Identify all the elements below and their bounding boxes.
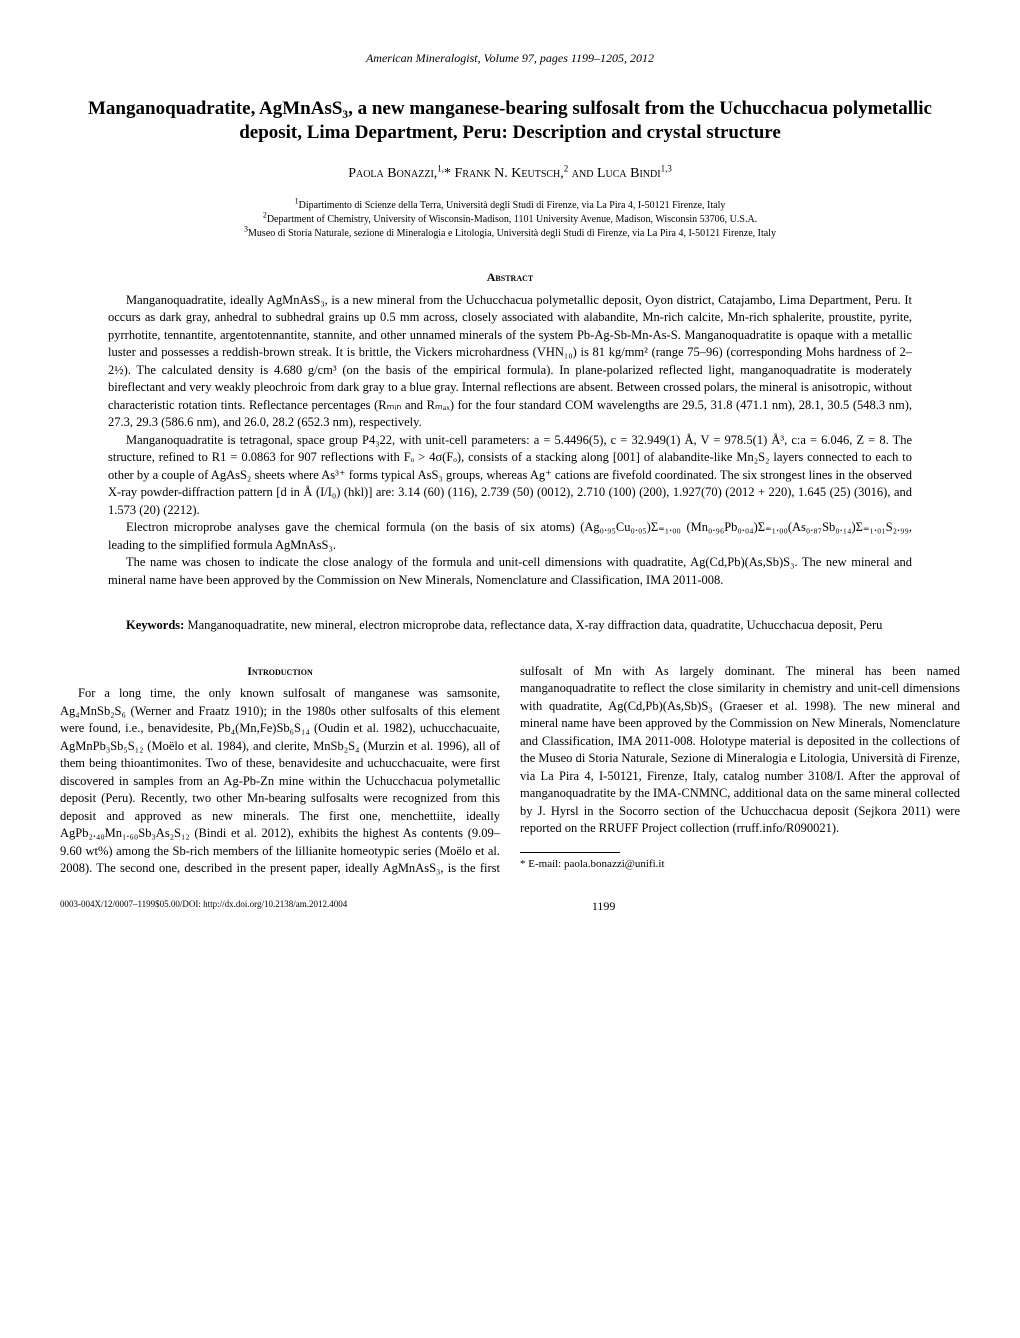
abstract-p3: Electron microprobe analyses gave the ch… [108, 519, 912, 554]
page-number: 1199 [592, 898, 616, 915]
introduction-heading: Introduction [60, 663, 500, 680]
abstract-heading: Abstract [60, 269, 960, 286]
affiliation-3: 3Museo di Storia Naturale, sezione di Mi… [60, 227, 960, 241]
affiliations: 1Dipartimento di Scienze della Terra, Un… [60, 199, 960, 241]
abstract-p4: The name was chosen to indicate the clos… [108, 554, 912, 589]
corresponding-footnote: * E-mail: paola.bonazzi@unifi.it [520, 857, 960, 872]
affiliation-1: 1Dipartimento di Scienze della Terra, Un… [60, 199, 960, 213]
introduction-text: For a long time, the only known sulfosal… [60, 663, 960, 878]
page-footer: 0003-004X/12/0007–1199$05.00/DOI: http:/… [60, 898, 960, 915]
footer-doi: 0003-004X/12/0007–1199$05.00/DOI: http:/… [60, 898, 347, 915]
abstract-p1: Manganoquadratite, ideally AgMnAsS₃, is … [108, 292, 912, 432]
journal-header: American Mineralogist, Volume 97, pages … [60, 50, 960, 67]
keywords: Keywords: Manganoquadratite, new mineral… [108, 617, 912, 635]
authors: Paola Bonazzi,1,* Frank N. Keutsch,2 and… [60, 164, 960, 184]
abstract-p2: Manganoquadratite is tetragonal, space g… [108, 432, 912, 520]
body-columns: Introduction For a long time, the only k… [60, 663, 960, 878]
keywords-text: Manganoquadratite, new mineral, electron… [184, 618, 882, 632]
keywords-label: Keywords: [126, 618, 184, 632]
footnote-rule [520, 852, 620, 853]
affiliation-2: 2Department of Chemistry, University of … [60, 213, 960, 227]
abstract-body: Manganoquadratite, ideally AgMnAsS₃, is … [108, 292, 912, 590]
article-title: Manganoquadratite, AgMnAsS₃, a new manga… [60, 97, 960, 146]
